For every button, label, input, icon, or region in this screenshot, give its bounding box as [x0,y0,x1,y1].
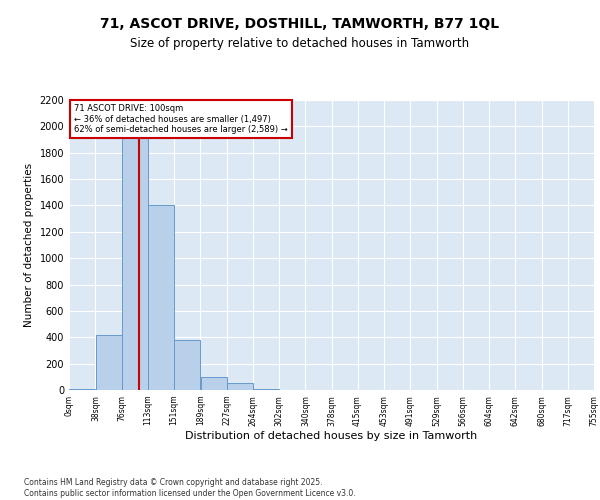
X-axis label: Distribution of detached houses by size in Tamworth: Distribution of detached houses by size … [185,432,478,442]
Bar [148,206,174,390]
Bar [253,388,279,390]
Text: Contains HM Land Registry data © Crown copyright and database right 2025.
Contai: Contains HM Land Registry data © Crown c… [24,478,356,498]
Bar [200,377,227,390]
Bar [122,120,148,390]
Bar [174,340,200,390]
Y-axis label: Number of detached properties: Number of detached properties [24,163,34,327]
Bar [95,334,122,390]
Text: 71 ASCOT DRIVE: 100sqm
← 36% of detached houses are smaller (1,497)
62% of semi-: 71 ASCOT DRIVE: 100sqm ← 36% of detached… [74,104,288,134]
Text: Size of property relative to detached houses in Tamworth: Size of property relative to detached ho… [130,38,470,51]
Text: 71, ASCOT DRIVE, DOSTHILL, TAMWORTH, B77 1QL: 71, ASCOT DRIVE, DOSTHILL, TAMWORTH, B77… [100,18,500,32]
Bar [227,384,253,390]
